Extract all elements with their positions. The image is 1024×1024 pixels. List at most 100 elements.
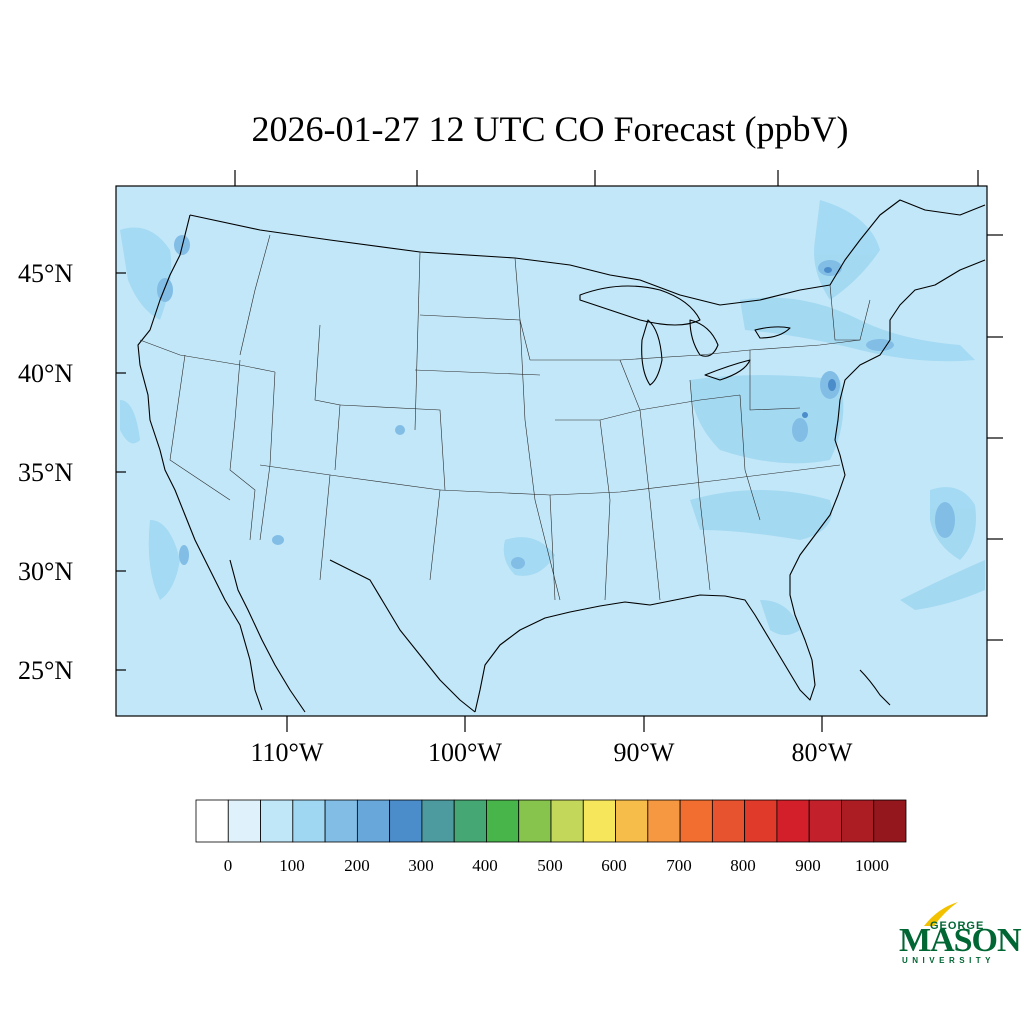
peak-baltimore (802, 412, 808, 418)
colorbar-swatch (389, 799, 423, 843)
lon-label-90w: 90°W (613, 738, 675, 767)
plume-pacific-northwest (120, 227, 172, 320)
colorbar-label-700: 700 (666, 856, 692, 875)
colorbar-swatch (873, 799, 907, 843)
logo-george-text: GEORGE (930, 920, 985, 932)
hotspot-baja (179, 545, 189, 565)
plume-gulf-florida (760, 600, 800, 635)
lon-label-100w: 100°W (428, 738, 502, 767)
logo-university-text: UNIVERSITY (902, 956, 996, 965)
lat-label-30n: 30°N (18, 557, 74, 586)
colorbar-label-600: 600 (601, 856, 627, 875)
id-wa-border (239, 234, 271, 356)
co-ks-border (339, 404, 446, 491)
al-line (639, 409, 661, 601)
ia-il-in-oh-pa-line (530, 339, 861, 361)
lake-huron (689, 319, 719, 357)
colorbar-swatch (582, 799, 616, 843)
state-boundaries (139, 234, 871, 601)
colorbar-label-400: 400 (472, 856, 498, 875)
logo-swoosh-icon (924, 902, 958, 926)
plume-baja-coast (148, 520, 180, 600)
nv-az-border (229, 359, 256, 541)
colorbar-swatch (776, 799, 810, 843)
colorbar-swatch (808, 799, 842, 843)
colorbar-swatch (227, 799, 261, 843)
wy-co-border (314, 324, 341, 471)
mexico-border (329, 559, 476, 713)
colorbar-swatch (518, 799, 552, 843)
ne-ks-border (414, 369, 541, 376)
colorbar-swatch (421, 799, 455, 843)
northern-border (189, 199, 986, 306)
coastline-outline (137, 199, 986, 713)
peak-montreal (824, 267, 832, 273)
colorbar-swatch (841, 799, 875, 843)
colorbar-swatch (324, 799, 358, 843)
gulf-of-california-coast (229, 559, 306, 713)
west-coast (137, 214, 263, 711)
or-ca-border (139, 339, 276, 373)
ga-al-line (689, 379, 711, 591)
colorbar-label-800: 800 (730, 856, 756, 875)
mt-nd-sd-line (414, 251, 421, 431)
colorbar-label-200: 200 (344, 856, 370, 875)
axis-ticks (116, 170, 1003, 732)
cuba-coast (859, 669, 891, 706)
pa-md-border (749, 350, 801, 411)
colorbar-swatch (292, 799, 326, 843)
plume-atlantic-band (900, 560, 985, 610)
map-frame (115, 185, 988, 717)
colorbar (195, 799, 907, 843)
colorbar-swatch (711, 799, 746, 843)
logo-mason-text: MASON (899, 922, 1022, 959)
ny-vt-nh-line (829, 284, 871, 341)
peak-new-york (828, 379, 836, 391)
mn-ia-mo-ar-line (514, 257, 561, 601)
map-title: 2026-01-27 12 UTC CO Forecast (ppbV) (251, 109, 849, 149)
il-ky-border (619, 359, 641, 411)
plume-southeast (690, 490, 832, 540)
plume-california-coast (120, 400, 140, 444)
colorbar-label-1000: 1000 (855, 856, 889, 875)
colorbar-label-300: 300 (408, 856, 434, 875)
lake-superior (579, 285, 701, 326)
sc-ga-line (739, 394, 761, 521)
hotspot-phoenix (272, 535, 284, 545)
co-peak-regions (802, 267, 836, 418)
colorbar-swatch (486, 799, 520, 843)
colorbar-label-900: 900 (795, 856, 821, 875)
lon-label-80w: 80°W (791, 738, 853, 767)
lat-label-45n: 45°N (18, 259, 74, 288)
gulf-and-atlantic-coast (474, 259, 986, 713)
hotspot-denver (395, 425, 405, 435)
colorbar-swatch (550, 799, 584, 843)
colorbar-swatch (679, 799, 713, 843)
plume-northeast-corridor (740, 297, 975, 362)
colorbar-label-100: 100 (279, 856, 305, 875)
colorbar-swatch (356, 799, 391, 843)
hotspot-boston (866, 339, 894, 351)
tn-nc-border (549, 464, 841, 496)
colorbar-swatch (744, 799, 778, 843)
colorbar-label-0: 0 (223, 856, 233, 875)
lat-label-40n: 40°N (18, 359, 74, 388)
lake-michigan (641, 319, 663, 386)
hotspot-dc (792, 418, 808, 442)
hotspot-atlantic (935, 502, 955, 538)
colorbar-swatch (615, 799, 649, 843)
ms-la-line (599, 419, 611, 601)
hotspot-portland (157, 278, 173, 302)
colorbar-swatch (195, 799, 229, 843)
hotspot-houston (511, 557, 525, 569)
lon-label-110w: 110°W (250, 738, 324, 767)
nevada-utah-border (259, 371, 276, 541)
lat-label-25n: 25°N (18, 656, 74, 685)
george-mason-logo: GEORGE MASON UNIVERSITY (898, 900, 1022, 970)
colorbar-swatch (647, 799, 681, 843)
map-plot-area (116, 186, 987, 716)
lake-ontario (754, 326, 791, 339)
plume-mid-atlantic (690, 375, 844, 464)
colorbar-swatch (260, 799, 294, 843)
ca-nv-border (169, 354, 231, 501)
